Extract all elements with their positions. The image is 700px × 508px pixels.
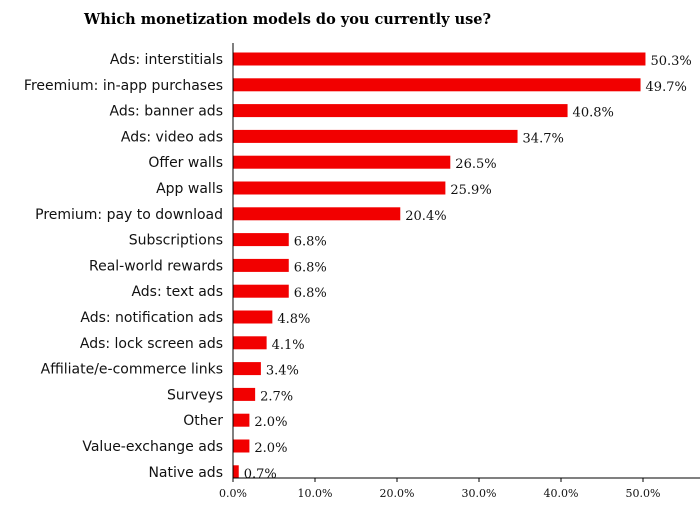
value-label: 2.0%: [254, 415, 287, 430]
x-tick-label: 0.0%: [219, 487, 247, 500]
category-label: Surveys: [167, 387, 223, 403]
bar-other: [233, 413, 250, 427]
category-label: Subscriptions: [129, 233, 223, 249]
bar-ads-banner-ads: [233, 104, 568, 118]
category-label: Value-exchange ads: [82, 439, 223, 455]
category-label: Offer walls: [148, 155, 223, 171]
value-label: 20.4%: [405, 209, 446, 224]
bar-offer-walls: [233, 155, 451, 169]
value-label: 4.8%: [277, 312, 310, 327]
value-label: 26.5%: [455, 157, 496, 172]
bar-value-exchange-ads: [233, 439, 250, 453]
bar-native-ads: [233, 465, 239, 479]
x-axis-ticks: 0.0% 10.0% 20.0% 30.0% 40.0% 50.0%: [219, 478, 660, 500]
category-label: Ads: interstitials: [110, 52, 223, 68]
bar-freemium-in-app-purchases: [233, 78, 641, 92]
x-tick-label: 30.0%: [462, 487, 497, 500]
category-label: Ads: notification ads: [80, 310, 223, 326]
category-label: Native ads: [148, 465, 223, 481]
value-label: 40.8%: [573, 106, 614, 121]
bars-group: [233, 52, 646, 479]
bar-affiliate-e-commerce-links: [233, 362, 261, 376]
bar-real-world-rewards: [233, 258, 289, 272]
value-label: 3.4%: [266, 364, 299, 379]
value-labels: 50.3% 49.7% 40.8% 34.7% 26.5% 25.9% 20.4% 6.8% 6…: [244, 54, 692, 482]
value-label: 34.7%: [523, 131, 564, 146]
category-label: Affiliate/e-commerce links: [41, 362, 223, 378]
bar-ads-text-ads: [233, 284, 289, 298]
value-label: 4.1%: [272, 338, 305, 353]
bar-ads-video-ads: [233, 129, 518, 143]
category-label: Ads: banner ads: [110, 104, 223, 120]
value-label: 0.7%: [244, 467, 277, 482]
value-label: 6.8%: [294, 286, 327, 301]
x-tick-label: 50.0%: [626, 487, 661, 500]
category-label: Premium: pay to download: [35, 207, 223, 223]
chart-title: Which monetization models do you current…: [83, 11, 491, 28]
x-tick-label: 20.0%: [380, 487, 415, 500]
bar-ads-interstitials: [233, 52, 646, 66]
category-label: Ads: lock screen ads: [80, 336, 223, 352]
value-label: 25.9%: [450, 183, 491, 198]
category-label: Freemium: in-app purchases: [24, 78, 223, 94]
value-label: 50.3%: [650, 54, 691, 69]
bar-subscriptions: [233, 233, 289, 247]
bar-ads-notification-ads: [233, 310, 273, 324]
value-label: 49.7%: [646, 80, 687, 95]
category-label: Ads: text ads: [131, 284, 223, 300]
value-label: 2.0%: [254, 441, 287, 456]
value-label: 6.8%: [294, 235, 327, 250]
category-label: Real-world rewards: [89, 258, 223, 274]
bar-app-walls: [233, 181, 446, 195]
bar-surveys: [233, 387, 256, 401]
bar-ads-lock-screen-ads: [233, 336, 267, 350]
value-label: 6.8%: [294, 260, 327, 275]
category-label: Other: [183, 413, 223, 429]
bar-premium-pay-to-download: [233, 207, 401, 221]
x-tick-label: 40.0%: [544, 487, 579, 500]
category-labels: Ads: interstitials Freemium: in-app purch…: [24, 52, 223, 481]
x-tick-label: 10.0%: [298, 487, 333, 500]
category-label: App walls: [156, 181, 223, 197]
value-label: 2.7%: [260, 389, 293, 404]
category-label: Ads: video ads: [121, 129, 223, 145]
